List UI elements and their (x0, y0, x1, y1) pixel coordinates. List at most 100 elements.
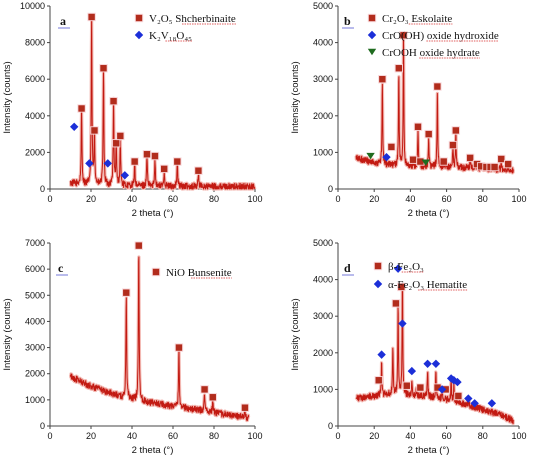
x-tick-label: 80 (209, 431, 219, 441)
marker-diamond-a-1-1 (85, 159, 94, 168)
marker-square-b-0-2 (400, 32, 407, 39)
y-tick-label: 3000 (313, 311, 333, 321)
x-tick-label: 0 (47, 194, 52, 204)
marker-square-a-0-0 (78, 105, 85, 112)
marker-square-d-0-1 (392, 300, 400, 307)
marker-square-a-0-11 (174, 158, 181, 165)
legend-marker-b-0 (368, 14, 376, 22)
marker-square-d-0-0 (375, 377, 382, 384)
marker-square-b-0-6 (434, 83, 441, 90)
x-tick-label: 60 (168, 194, 178, 204)
y-tick-label: 6000 (25, 74, 45, 84)
x-tick-label: 100 (247, 194, 262, 204)
x-tick-label: 80 (209, 194, 219, 204)
panel-letter-c: c (58, 261, 64, 275)
legend-marker-b-2 (367, 48, 377, 56)
panel-letter-d: d (344, 261, 351, 275)
marker-diamond-a-1-0 (69, 122, 79, 131)
x-tick-label: 0 (335, 431, 340, 441)
y-tick-label: 4000 (313, 38, 333, 48)
y-tick-label: 0 (328, 421, 333, 431)
y-tick-label: 0 (328, 184, 333, 194)
legend-marker-b-1 (367, 30, 377, 40)
x-tick-label: 20 (369, 431, 379, 441)
xrd-pattern-line (70, 256, 250, 422)
y-tick-label: 3000 (25, 343, 45, 353)
x-tick-label: 80 (478, 194, 488, 204)
legend-entry-d-0: β-Fe₂O₃ (388, 261, 424, 273)
x-tick-label: 40 (405, 194, 415, 204)
legend-entry-a-1: K₂V₁₈O₄₅ (149, 30, 192, 42)
legend-entry-a-0: V₂O₅ Shcherbinaite (149, 13, 236, 25)
marker-square-b-0-10 (466, 154, 474, 162)
pattern-glow (68, 255, 251, 423)
x-tick-label: 60 (442, 194, 452, 204)
marker-square-a-0-8 (143, 151, 151, 158)
marker-square-a-0-5 (113, 140, 120, 147)
marker-square-d-0-4 (417, 384, 424, 391)
y-tick-label: 2000 (25, 147, 45, 157)
x-tick-label: 20 (369, 194, 379, 204)
marker-diamond-d-1-3 (407, 366, 417, 376)
marker-square-b-0-3 (409, 156, 417, 163)
marker-diamond-a-1-2 (103, 159, 113, 168)
x-tick-label: 80 (478, 431, 488, 441)
x-tick-label: 20 (86, 194, 96, 204)
marker-square-c-0-3 (201, 386, 208, 393)
x-tick-label: 100 (511, 431, 526, 441)
y-tick-label: 1000 (25, 395, 45, 405)
marker-square-b-0-0 (379, 76, 386, 83)
xrd-pattern-line (70, 15, 256, 190)
panel-letter-a: a (60, 14, 66, 28)
marker-square-b-0-18 (388, 143, 395, 151)
marker-square-b-0-1 (395, 65, 403, 72)
marker-square-b-0-15 (491, 163, 498, 171)
marker-square-a-0-12 (195, 167, 202, 174)
marker-square-b-0-8 (449, 141, 457, 149)
chart-panel-c: 0 20 40 60 80 1000100020003000400050006000700… (2, 238, 263, 456)
marker-square-a-0-2 (91, 127, 98, 134)
legend-marker-c-0 (152, 268, 160, 276)
x-tick-label: 60 (442, 431, 452, 441)
chart-panel-a: 0 20 40 60 80 100 0 2000 4000 6000 8000 10000 2 thet… (2, 1, 263, 219)
marker-square-a-0-3 (100, 65, 107, 72)
legend-entry-c-0: NiO Bunsenite (166, 267, 232, 279)
marker-diamond-a-1-3 (120, 171, 130, 180)
marker-diamond-d-1-12 (487, 399, 497, 408)
marker-square-a-0-7 (131, 158, 138, 165)
legend-entry-b-1: CrO(OH) oxide hydroxide (382, 30, 499, 42)
marker-square-b-0-17 (504, 160, 512, 168)
x-tick-label: 100 (247, 431, 262, 441)
marker-square-c-0-4 (209, 394, 216, 401)
legend-entry-b-2: CrOOH oxide hydrate (382, 47, 480, 59)
y-tick-label: 5000 (313, 238, 333, 248)
y-tick-label: 3000 (313, 74, 333, 84)
y-tick-label: 8000 (25, 38, 45, 48)
marker-triangle-b-2-0 (366, 152, 375, 160)
x-tick-label: 100 (511, 194, 526, 204)
marker-square-a-0-4 (110, 97, 117, 105)
x-tick-label: 40 (127, 431, 137, 441)
legend-marker-a-1 (134, 30, 144, 40)
y-tick-label: 0 (40, 421, 45, 431)
x-axis-label: 2 theta (°) (408, 445, 450, 456)
marker-diamond-d-1-4 (423, 359, 432, 368)
x-tick-label: 40 (405, 431, 415, 441)
marker-square-d-0-7 (455, 392, 462, 400)
y-tick-label: 1000 (313, 384, 333, 394)
marker-square-c-0-2 (175, 344, 183, 351)
y-tick-label: 1000 (313, 147, 333, 157)
x-tick-label: 20 (86, 431, 96, 441)
y-tick-label: 0 (40, 184, 45, 194)
x-tick-label: 0 (335, 194, 340, 204)
marker-diamond-d-1-1 (393, 264, 403, 273)
marker-square-b-0-16 (498, 155, 505, 163)
legend-entry-d-1: α-Fe₂O₃ Hematite (388, 279, 467, 291)
marker-diamond-d-1-9 (453, 377, 462, 387)
panel-letter-b: b (344, 14, 351, 28)
marker-square-c-0-1 (135, 242, 142, 249)
y-axis-label: Intensity (counts) (2, 298, 13, 370)
y-tick-label: 4000 (25, 111, 45, 121)
